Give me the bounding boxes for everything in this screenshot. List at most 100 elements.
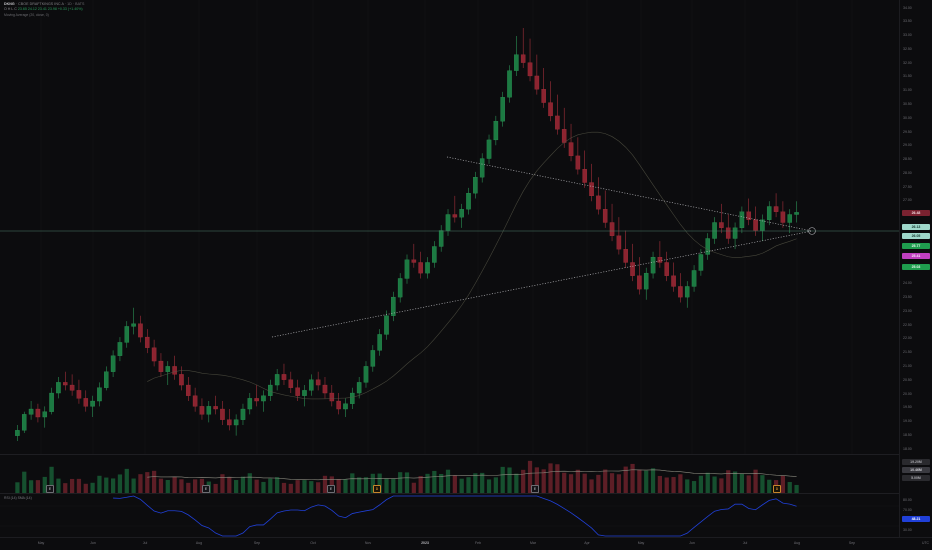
candle-body xyxy=(609,222,615,236)
candle-body xyxy=(254,398,259,402)
dividend-marker[interactable]: D xyxy=(373,485,381,493)
volume-bar xyxy=(69,478,75,493)
dividend-marker[interactable]: D xyxy=(773,485,781,493)
symbol-ticker[interactable]: DKNG xyxy=(4,2,15,6)
volume-bar xyxy=(370,473,375,493)
volume-bar xyxy=(719,478,724,493)
ohlc-values: 23.65 24.12 23.41 23.98 +0.33 (+1.40%) xyxy=(17,7,83,12)
price-chart-svg[interactable] xyxy=(0,0,899,455)
vertical-gridlines xyxy=(40,0,853,455)
volume-bar xyxy=(712,476,717,493)
price-tick-label: 28.00 xyxy=(903,171,912,175)
volume-bar xyxy=(172,476,177,493)
volume-bar xyxy=(691,481,697,493)
candle-body xyxy=(725,227,731,239)
volume-bar xyxy=(336,479,341,493)
price-tick-label: 19.50 xyxy=(903,405,912,409)
candle-body xyxy=(432,246,437,263)
volume-bar xyxy=(295,480,300,493)
volume-pane[interactable] xyxy=(0,455,899,493)
legend-study-row[interactable]: Moving Average (20, close, 0) xyxy=(4,13,84,17)
volume-bar xyxy=(746,475,751,493)
candle-body xyxy=(104,371,109,388)
candle-body xyxy=(384,315,389,335)
candle-body xyxy=(213,406,218,410)
earnings-marker[interactable]: E xyxy=(327,485,335,493)
time-axis[interactable]: UTC May Jun Jul Aug Sep Oct Nov 2023 Feb Mar Apr Ma… xyxy=(0,537,932,550)
volume-bar xyxy=(261,481,266,493)
earnings-marker[interactable]: E xyxy=(202,485,210,493)
price-tick-label: 21.00 xyxy=(903,364,912,368)
volume-bar xyxy=(459,478,464,493)
volume-bar xyxy=(794,484,799,493)
candle-body xyxy=(240,408,246,420)
earnings-marker[interactable]: E xyxy=(531,485,539,493)
price-value-badge[interactable]: 26.48 xyxy=(902,210,930,216)
time-tick-label: May xyxy=(637,541,645,545)
volume-bar xyxy=(486,479,492,493)
price-tick-label: 31.00 xyxy=(903,88,912,92)
price-tick-label: 23.50 xyxy=(903,295,912,299)
volume-value-badge[interactable]: 5.00M xyxy=(902,475,930,481)
volume-value-badge[interactable]: 10.46M xyxy=(902,467,930,473)
oscillator-tick-label: 70.00 xyxy=(903,508,912,512)
volume-bar xyxy=(452,475,457,493)
oscillator-chart-svg[interactable] xyxy=(0,495,899,537)
candle-body xyxy=(28,408,34,415)
volume-bar xyxy=(521,469,526,493)
moving-average-study-label: Moving Average (20, close, 0) xyxy=(4,12,49,17)
volume-bar xyxy=(596,474,601,493)
candle-body xyxy=(315,379,321,386)
oscillator-title[interactable]: RSI (14) SMA (14) xyxy=(4,496,32,500)
candle-body xyxy=(650,256,656,274)
volume-bar xyxy=(439,473,444,493)
price-value-badge[interactable]: 26.13 xyxy=(902,224,930,230)
volume-bar xyxy=(609,473,615,493)
volume-bar xyxy=(589,479,594,493)
oscillator-pane[interactable]: RSI (14) SMA (14) xyxy=(0,495,899,537)
time-tick-label: Oct xyxy=(310,541,316,545)
candle-body xyxy=(76,390,82,399)
price-pane[interactable] xyxy=(0,0,899,455)
volume-chart-svg[interactable] xyxy=(0,455,899,493)
descending-resistance-trendline[interactable] xyxy=(446,156,813,232)
oscillator-tick-label: 30.00 xyxy=(903,528,912,532)
candle-body xyxy=(691,270,697,287)
volume-bar xyxy=(493,477,498,493)
price-axis[interactable]: 34.00 33.50 33.00 32.50 32.00 31.50 31.00 30.50… xyxy=(899,0,932,542)
price-tick-label: 18.00 xyxy=(903,447,912,451)
timeframe-label[interactable]: 1D xyxy=(67,2,72,6)
price-tick-label: 23.00 xyxy=(903,309,912,313)
volume-bar xyxy=(110,478,116,493)
candle-body xyxy=(220,408,225,420)
volume-bar xyxy=(56,478,61,493)
candle-body xyxy=(575,155,581,170)
volume-bar xyxy=(35,480,41,493)
candle-body xyxy=(753,219,758,231)
ascending-support-trendline[interactable] xyxy=(271,230,813,338)
candle-body xyxy=(15,430,20,436)
timezone-badge[interactable]: UTC xyxy=(922,541,929,545)
volume-bar xyxy=(391,478,396,493)
earnings-marker[interactable]: E xyxy=(46,485,54,493)
price-tick-label: 30.50 xyxy=(903,102,912,106)
price-value-badge[interactable]: 26.05 xyxy=(902,233,930,239)
price-value-badge[interactable]: 25.77 xyxy=(902,243,930,249)
volume-bar xyxy=(541,469,546,493)
candle-body xyxy=(370,350,376,367)
candle-body xyxy=(274,374,280,386)
candle-body xyxy=(466,193,471,210)
trendline-apex-handle[interactable] xyxy=(808,227,816,235)
volume-bar xyxy=(473,473,478,493)
volume-bar xyxy=(97,475,102,493)
volume-bar xyxy=(22,471,27,493)
price-tick-label: 28.50 xyxy=(903,157,912,161)
oscillator-value-badge[interactable]: 48.21 xyxy=(902,516,930,522)
moving-average-line xyxy=(147,131,797,400)
time-tick-label: Jul xyxy=(142,541,148,545)
price-tick-label: 29.00 xyxy=(903,143,912,147)
volume-value-badge[interactable]: 19.20M xyxy=(902,459,930,465)
price-value-badge[interactable]: 25.41 xyxy=(902,253,930,259)
price-value-badge[interactable]: 25.03 xyxy=(902,264,930,270)
